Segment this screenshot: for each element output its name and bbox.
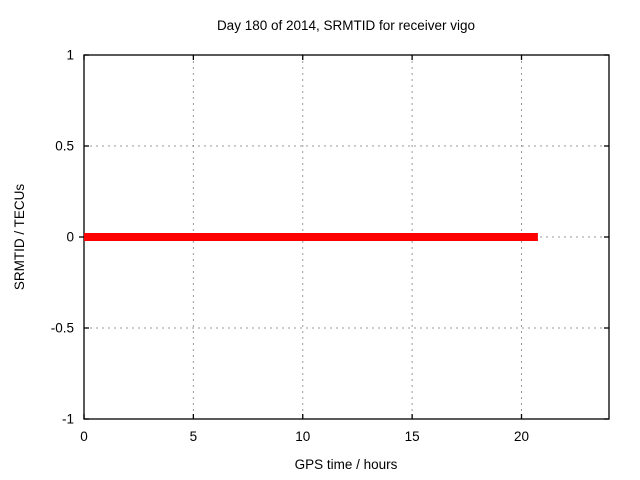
x-axis-label: GPS time / hours (295, 457, 398, 472)
x-tick-label: 0 (80, 429, 88, 444)
y-tick-label: -0.5 (51, 321, 74, 336)
x-tick-label: 15 (405, 429, 420, 444)
tick-labels: 0 5 10 15 20 -1 -0.5 0 0.5 1 (51, 48, 529, 445)
x-tick-label: 20 (514, 429, 529, 444)
chart-title: Day 180 of 2014, SRMTID for receiver vig… (217, 18, 475, 33)
y-axis-label: SRMTID / TECUs (12, 184, 27, 291)
y-tick-label: 0.5 (55, 139, 74, 154)
y-tick-label: 1 (66, 48, 74, 63)
y-tick-label: -1 (62, 412, 74, 427)
x-tick-label: 10 (295, 429, 310, 444)
y-tick-label: 0 (66, 230, 74, 245)
x-tick-label: 5 (190, 429, 198, 444)
